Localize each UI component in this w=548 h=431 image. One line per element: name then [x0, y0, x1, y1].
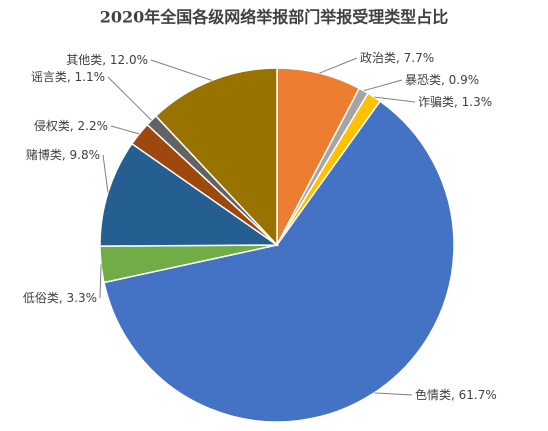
- leader-line: [363, 79, 403, 92]
- data-label: 低俗类, 3.3%: [23, 291, 97, 305]
- label-separator: ,: [59, 291, 67, 305]
- label-separator: ,: [451, 388, 459, 402]
- value-label: 2.2%: [78, 119, 109, 133]
- data-label: 色情类, 61.7%: [415, 388, 497, 402]
- leader-line: [107, 76, 152, 121]
- leader-line: [319, 57, 358, 74]
- category-name: 暴恐类: [405, 73, 441, 87]
- category-name: 侵权类: [34, 118, 70, 133]
- data-label: 暴恐类, 0.9%: [405, 73, 479, 87]
- value-label: 12.0%: [110, 53, 148, 67]
- label-separator: ,: [454, 95, 462, 109]
- leader-line: [102, 154, 109, 193]
- value-label: 0.9%: [449, 73, 480, 87]
- leader-line: [374, 96, 416, 103]
- pie-slice: [154, 67, 278, 247]
- leader-line: [99, 264, 102, 299]
- leader-line: [110, 125, 140, 135]
- value-label: 9.8%: [70, 148, 101, 162]
- data-label: 谣言类, 1.1%: [31, 70, 105, 84]
- value-label: 7.7%: [404, 51, 435, 65]
- category-name: 谣言类: [31, 70, 67, 84]
- label-separator: ,: [62, 148, 70, 162]
- label-separator: ,: [441, 73, 449, 87]
- category-name: 政治类: [360, 51, 396, 65]
- value-label: 1.1%: [75, 70, 106, 84]
- data-label: 政治类, 7.7%: [360, 51, 434, 65]
- pie-slice: [99, 142, 280, 247]
- label-separator: ,: [67, 70, 75, 84]
- label-separator: ,: [396, 51, 404, 65]
- data-label: 侵权类, 2.2%: [34, 118, 108, 133]
- category-name: 诈骗类: [418, 94, 454, 109]
- category-name: 其他类: [66, 53, 102, 67]
- label-separator: ,: [70, 119, 78, 133]
- value-label: 61.7%: [459, 388, 497, 402]
- value-label: 1.3%: [462, 95, 493, 109]
- data-label: 其他类, 12.0%: [66, 53, 148, 67]
- value-label: 3.3%: [67, 291, 98, 305]
- category-name: 赌博类: [26, 147, 62, 162]
- leader-line: [150, 59, 213, 81]
- label-separator: ,: [102, 53, 110, 67]
- chart-title: 2020年全国各级网络举报部门举报受理类型占比: [100, 8, 449, 27]
- data-label: 诈骗类, 1.3%: [418, 94, 492, 109]
- leader-line: [374, 392, 413, 396]
- category-name: 色情类: [415, 388, 451, 402]
- category-name: 低俗类: [23, 291, 59, 305]
- data-label: 赌博类, 9.8%: [26, 147, 100, 162]
